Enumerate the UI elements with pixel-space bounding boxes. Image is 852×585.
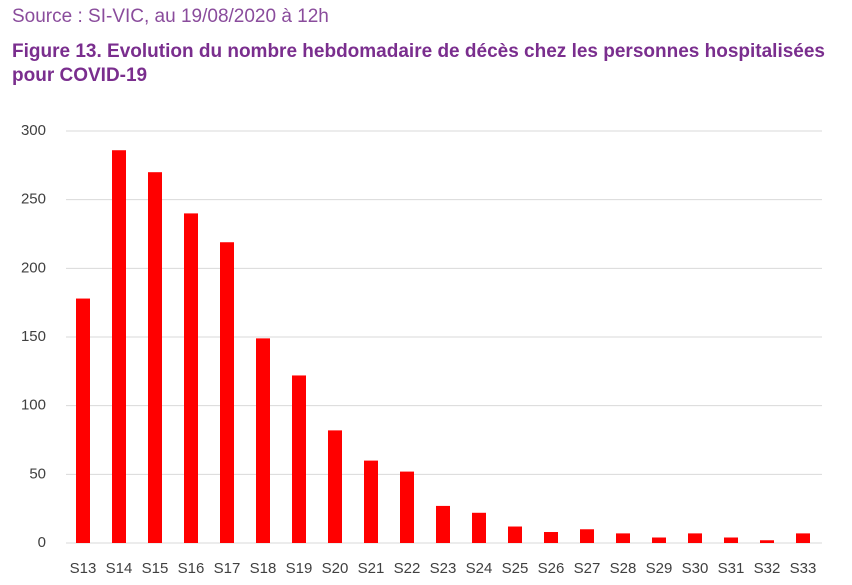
x-tick-label: S18 — [250, 560, 277, 577]
x-tick-label: S19 — [286, 560, 313, 577]
bar — [544, 532, 558, 543]
bar — [400, 471, 414, 543]
bar — [148, 172, 162, 543]
y-tick-label: 50 — [29, 465, 46, 482]
bar — [472, 512, 486, 543]
x-tick-label: S23 — [430, 560, 457, 577]
bar — [796, 533, 810, 543]
x-tick-label: S25 — [502, 560, 529, 577]
y-tick-label: 100 — [21, 397, 46, 414]
bar — [256, 338, 270, 543]
bar — [364, 460, 378, 543]
bar — [688, 533, 702, 543]
x-tick-label: S28 — [610, 560, 637, 577]
x-tick-label: S16 — [178, 560, 205, 577]
x-tick-label: S26 — [538, 560, 565, 577]
x-tick-label: S21 — [358, 560, 385, 577]
bar — [76, 298, 90, 543]
x-tick-label: S24 — [466, 560, 493, 577]
bar — [724, 537, 738, 543]
x-tick-label: S33 — [790, 560, 817, 577]
y-tick-label: 200 — [21, 259, 46, 276]
bar — [508, 526, 522, 543]
bar — [760, 540, 774, 543]
bar — [328, 430, 342, 543]
x-tick-label: S14 — [106, 560, 133, 577]
bar — [112, 150, 126, 543]
x-tick-label: S29 — [646, 560, 673, 577]
bar — [220, 242, 234, 544]
x-tick-label: S30 — [682, 560, 709, 577]
x-tick-label: S13 — [70, 560, 97, 577]
x-tick-label: S32 — [754, 560, 781, 577]
chart-title: Figure 13. Evolution du nombre hebdomada… — [12, 41, 826, 86]
x-tick-label: S15 — [142, 560, 169, 577]
source: Source : SI-VIC, au 19/08/2020 à 12h — [12, 6, 329, 27]
bar — [580, 529, 594, 543]
y-tick-label: 150 — [21, 328, 46, 345]
x-tick-label: S22 — [394, 560, 421, 577]
x-tick-label: S31 — [718, 560, 745, 577]
bar — [652, 537, 666, 543]
bar — [292, 375, 306, 543]
bar — [184, 213, 198, 543]
y-tick-label: 300 — [21, 122, 46, 139]
bar — [616, 533, 630, 543]
x-tick-label: S17 — [214, 560, 241, 577]
x-tick-label: S27 — [574, 560, 601, 577]
x-tick-label: S20 — [322, 560, 349, 577]
bar — [436, 505, 450, 543]
y-tick-label: 250 — [21, 191, 46, 208]
y-tick-label: 0 — [38, 534, 46, 551]
